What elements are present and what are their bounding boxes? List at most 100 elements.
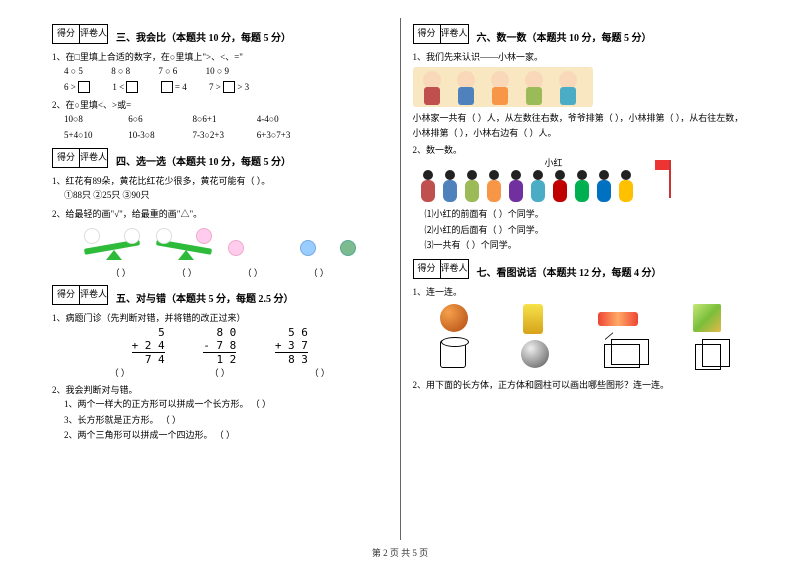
score-cell-score: 得分 xyxy=(413,259,441,279)
score-box: 得分 评卷人 xyxy=(52,148,108,168)
g2b: 10-3○8 xyxy=(128,129,190,143)
s6-t1: 小林家一共有（ ）人，从左数往右数，爷爷排第（ ），小林排第（ ），从右往左数， xyxy=(413,111,749,124)
objects-row-bottom xyxy=(413,340,749,370)
s6-sub3: ⑶一共有（ ）个同学。 xyxy=(425,239,749,253)
a: 8 0 xyxy=(203,326,236,339)
s: 1 2 xyxy=(203,352,236,366)
score-cell-score: 得分 xyxy=(52,24,80,44)
family-illustration xyxy=(413,67,593,107)
s5-i1: 1、两个一样大的正方形可以拼成一个长方形。 （ ） xyxy=(64,398,388,412)
section-3-header: 得分 评卷人 三、我会比（本题共 10 分，每题 5 分） xyxy=(52,24,388,46)
right-column: 得分 评卷人 六、数一数（本题共 10 分，每题 5 分） 1、我们先来认识——… xyxy=(401,18,761,540)
paren[interactable]: （ ） xyxy=(90,366,150,379)
blank-box[interactable] xyxy=(78,81,90,93)
s6-sub2: ⑵小红的后面有（ ）个同学。 xyxy=(425,224,749,238)
s4-q1: 1、红花有89朵，黄花比红花少很多，黄花可能有（ ）。 xyxy=(52,174,388,187)
paren[interactable]: （ ） xyxy=(91,266,151,279)
s7-q1: 1、连一连。 xyxy=(413,285,749,298)
left-column: 得分 评卷人 三、我会比（本题共 10 分，每题 5 分） 1、在□里填上合适的… xyxy=(40,18,401,540)
section-5-header: 得分 评卷人 五、对与错（本题共 5 分，每题 2.5 分） xyxy=(52,285,388,307)
cube-outline-icon xyxy=(695,344,721,370)
vsum-3: 5 6 + 3 7 8 3 xyxy=(275,326,308,367)
bunny-icon xyxy=(84,228,100,244)
kitty-icon xyxy=(228,240,244,256)
score-cell-grader: 评卷人 xyxy=(441,259,469,279)
s3-r2-4: 7 > > 3 xyxy=(209,82,249,92)
g1a: 10○8 xyxy=(64,113,126,127)
g1b: 6○6 xyxy=(128,113,190,127)
score-box: 得分 评卷人 xyxy=(413,24,469,44)
section-4-title: 四、选一选（本题共 10 分，每题 5 分） xyxy=(116,153,291,170)
cylinder-icon xyxy=(440,340,466,368)
kid-icon xyxy=(509,180,523,202)
s3-grid2: 5+4○10 10-3○8 7-3○2+3 6+3○7+3 xyxy=(64,129,388,143)
score-cell-score: 得分 xyxy=(52,285,80,305)
s5-i3: 2、两个三角形可以拼成一个四边形。 （ ） xyxy=(64,429,388,443)
g2c: 7-3○2+3 xyxy=(193,129,255,143)
kid-icon xyxy=(487,180,501,202)
xiaohong-label: 小红 xyxy=(545,156,563,169)
can-icon xyxy=(523,304,543,334)
s7-q2: 2、用下面的长方体，正方体和圆柱可以画出哪些图形？连一连。 xyxy=(413,378,749,391)
bunny-icon xyxy=(156,228,172,244)
vertical-sums: 5 + 2 4 7 4 8 0 - 7 8 1 2 5 6 + 3 7 8 3 xyxy=(52,326,388,367)
score-cell-grader: 评卷人 xyxy=(80,24,108,44)
kid-icon xyxy=(575,180,589,202)
queue-illustration: 小红 xyxy=(413,160,673,204)
paren[interactable]: （ ） xyxy=(289,266,349,279)
page-footer: 第 2 页 共 5 页 xyxy=(0,546,800,559)
sphere-icon xyxy=(521,340,549,368)
seesaw-3 xyxy=(226,226,286,260)
s6-sub1: ⑴小红的前面有（ ）个同学。 xyxy=(425,208,749,222)
seesaw-row xyxy=(52,226,388,260)
seesaw-4 xyxy=(298,226,358,260)
s5-i2: 3、长方形就是正方形。 （ ） xyxy=(64,414,388,428)
s4-opts: ①88只 ②25只 ③90只 xyxy=(64,189,388,203)
s: 8 3 xyxy=(275,352,308,366)
flag-icon xyxy=(669,160,671,198)
seesaw-2 xyxy=(154,226,214,260)
blank-box[interactable] xyxy=(161,81,173,93)
a: 5 xyxy=(132,326,165,339)
score-cell-grader: 评卷人 xyxy=(441,24,469,44)
s3-r1-4: 10 ○ 9 xyxy=(206,66,229,76)
s6-t2: 小林排第（ ），小林右边有（ ）人。 xyxy=(413,126,749,139)
score-box: 得分 评卷人 xyxy=(52,285,108,305)
green-critter-icon xyxy=(340,240,356,256)
blank-box[interactable] xyxy=(126,81,138,93)
paren[interactable]: （ ） xyxy=(190,366,250,379)
s3-r1-2: 8 ○ 8 xyxy=(111,66,130,76)
seesaw-1 xyxy=(82,226,142,260)
s3-r2-2: 1 < xyxy=(112,82,138,92)
s3-grid1: 10○8 6○6 8○6+1 4-4○0 xyxy=(64,113,388,127)
a: 5 6 xyxy=(275,326,308,339)
g1d: 4-4○0 xyxy=(257,113,319,127)
bunny-icon xyxy=(124,228,140,244)
kid-icon xyxy=(553,180,567,202)
s3-r2-1: 6 > xyxy=(64,82,90,92)
section-3-title: 三、我会比（本题共 10 分，每题 5 分） xyxy=(116,29,291,46)
paren[interactable]: （ ） xyxy=(290,366,350,379)
score-cell-score: 得分 xyxy=(413,24,441,44)
s3-r1-1: 4 ○ 5 xyxy=(64,66,83,76)
s5-q1: 1、病题门诊（先判断对错，并将错的改正过来） xyxy=(52,311,388,324)
objects-row-top xyxy=(413,304,749,334)
kid-icon xyxy=(443,180,457,202)
vsum-2: 8 0 - 7 8 1 2 xyxy=(203,326,236,367)
kid-icon xyxy=(531,180,545,202)
basketball-icon xyxy=(440,304,468,332)
page: 得分 评卷人 三、我会比（本题共 10 分，每题 5 分） 1、在□里填上合适的… xyxy=(0,0,800,540)
s6-q2: 2、数一数。 xyxy=(413,143,749,156)
s3-q1: 1、在□里填上合适的数字，在○里填上">、<、=" xyxy=(52,50,388,63)
paren[interactable]: （ ） xyxy=(223,266,283,279)
blank-box[interactable] xyxy=(223,81,235,93)
s4-parens: （ ） （ ） （ ） （ ） xyxy=(52,266,388,279)
section-5-title: 五、对与错（本题共 5 分，每题 2.5 分） xyxy=(116,290,294,307)
paren[interactable]: （ ） xyxy=(157,266,217,279)
s6-q1: 1、我们先来认识——小林一家。 xyxy=(413,50,749,63)
candy-icon xyxy=(598,312,638,326)
b: + 2 4 xyxy=(132,339,165,352)
score-cell-grader: 评卷人 xyxy=(80,148,108,168)
cuboid-icon xyxy=(604,344,640,368)
section-7-title: 七、看图说话（本题共 12 分，每题 4 分） xyxy=(477,264,662,281)
